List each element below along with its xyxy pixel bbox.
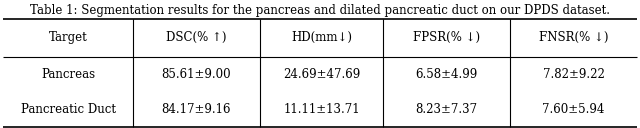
Text: 85.61±9.00: 85.61±9.00 — [162, 68, 231, 81]
Text: 8.23±7.37: 8.23±7.37 — [415, 103, 478, 116]
Text: FPSR(% ↓): FPSR(% ↓) — [413, 31, 480, 44]
Text: FNSR(% ↓): FNSR(% ↓) — [539, 31, 608, 44]
Text: Target: Target — [49, 31, 88, 44]
Text: DSC(% ↑): DSC(% ↑) — [166, 31, 227, 44]
Text: 84.17±9.16: 84.17±9.16 — [162, 103, 231, 116]
Text: 7.60±5.94: 7.60±5.94 — [542, 103, 605, 116]
Text: 11.11±13.71: 11.11±13.71 — [284, 103, 360, 116]
Text: 7.82±9.22: 7.82±9.22 — [543, 68, 604, 81]
Text: 24.69±47.69: 24.69±47.69 — [283, 68, 360, 81]
Text: 6.58±4.99: 6.58±4.99 — [415, 68, 478, 81]
Text: Pancreatic Duct: Pancreatic Duct — [20, 103, 116, 116]
Text: Table 1: Segmentation results for the pancreas and dilated pancreatic duct on ou: Table 1: Segmentation results for the pa… — [30, 4, 610, 18]
Text: Pancreas: Pancreas — [41, 68, 95, 81]
Text: HD(mm↓): HD(mm↓) — [291, 31, 352, 44]
